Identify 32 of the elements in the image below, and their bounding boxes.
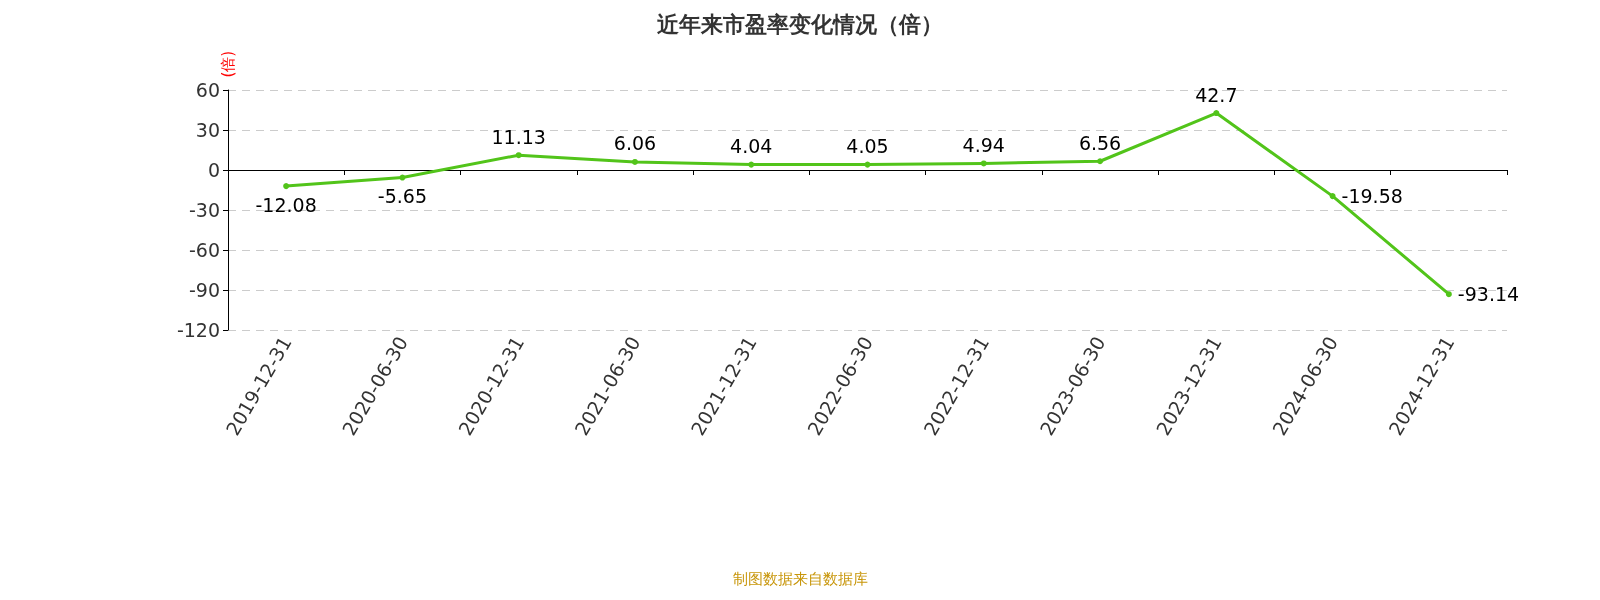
y-tick-label: -30 [188, 199, 220, 221]
y-tick-label: 60 [195, 79, 220, 101]
data-label: 4.04 [730, 135, 773, 158]
data-label: 6.06 [613, 132, 657, 155]
point [515, 152, 522, 159]
y-tick-label: -90 [188, 279, 220, 301]
data-label: 6.56 [1078, 131, 1122, 154]
point [748, 161, 755, 168]
y-tick-label: -120 [176, 319, 220, 341]
y-tick-label: 30 [195, 119, 220, 141]
data-label: -12.08 [255, 193, 317, 216]
point [980, 160, 987, 167]
data-label: -93.14 [1457, 283, 1520, 306]
chart-title: 近年来市盈率变化情况（倍） [656, 11, 943, 37]
y-tick-label: 0 [207, 159, 220, 181]
data-label: -19.58 [1341, 185, 1403, 208]
point [283, 183, 290, 190]
data-label: 4.05 [846, 135, 889, 158]
text: 制图数据来自数据库 [732, 569, 868, 588]
point [1445, 291, 1452, 298]
point [631, 158, 638, 165]
data-label: -5.65 [377, 185, 427, 208]
point [864, 161, 871, 168]
point [1097, 158, 1104, 165]
y-axis-title: (倍) [219, 50, 237, 78]
point [1213, 110, 1220, 117]
data-label: 42.7 [1195, 83, 1238, 106]
point [399, 174, 406, 181]
data-label: 11.13 [491, 125, 546, 148]
data-label: 4.94 [962, 133, 1005, 156]
point [1329, 193, 1336, 200]
y-tick-label: -60 [188, 239, 220, 261]
